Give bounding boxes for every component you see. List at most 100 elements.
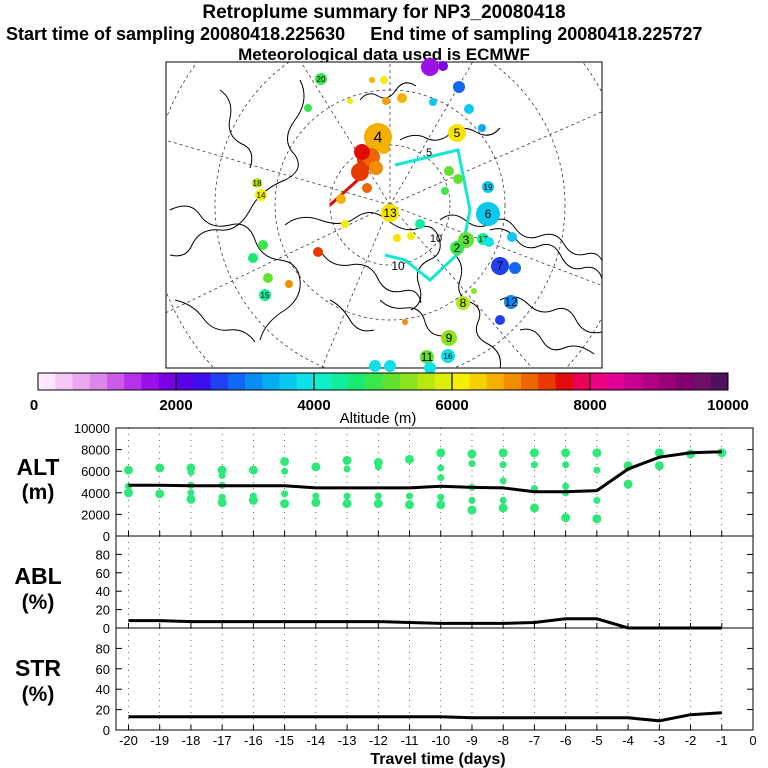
map-marker-label: 16 <box>444 352 453 361</box>
map-marker <box>429 98 437 106</box>
cluster-point <box>437 493 445 501</box>
colorbar-swatch <box>331 373 349 390</box>
map-marker <box>336 194 346 204</box>
cluster-point <box>217 465 227 475</box>
map-marker <box>476 202 500 226</box>
colorbar-swatch <box>245 373 263 390</box>
map-marker <box>252 178 262 188</box>
panel-ylabel: STR <box>15 655 61 681</box>
y-tick-label: 6000 <box>81 464 110 479</box>
cluster-point <box>218 472 226 480</box>
x-tick-label: -8 <box>497 733 509 748</box>
map-marker <box>495 315 505 325</box>
chart-title: Retroplume summary for NP3_20080418 <box>202 2 566 23</box>
map-marker <box>420 350 434 364</box>
map-marker <box>378 142 390 154</box>
map-marker-label: 11 <box>421 350 434 364</box>
colorbar-swatch <box>538 373 556 390</box>
colorbar-swatch <box>452 373 470 390</box>
map-marker <box>441 330 457 346</box>
cluster-point <box>123 488 133 498</box>
colorbar-swatch <box>624 373 643 390</box>
cluster-point <box>342 455 352 465</box>
cluster-point <box>467 505 477 515</box>
panel-ylabel: ABL <box>14 563 61 589</box>
cluster-point <box>248 495 258 505</box>
colorbar-swatch <box>607 373 625 390</box>
colorbar-swatch <box>89 373 108 390</box>
map-marker <box>456 296 470 310</box>
panel-yunit: (m) <box>22 481 55 504</box>
map-marker <box>313 247 323 257</box>
colorbar-swatch <box>158 373 177 390</box>
map-marker-label: 10 <box>391 259 405 273</box>
x-tick-label: -11 <box>401 733 419 748</box>
y-tick-label: 80 <box>96 641 110 656</box>
met-data-label: Meteorological data used is ECMWF <box>238 45 530 64</box>
map-marker <box>255 189 267 201</box>
x-tick-label: -19 <box>150 733 169 748</box>
panel-ylabel: ALT <box>16 454 59 480</box>
cluster-point <box>592 448 602 458</box>
cluster-point <box>405 454 415 464</box>
y-tick-label: 4000 <box>81 486 110 501</box>
cluster-point <box>187 468 195 476</box>
map-marker <box>421 58 439 76</box>
map-marker-label: 2 <box>454 241 461 255</box>
map-marker <box>248 253 258 263</box>
map-marker <box>304 104 312 112</box>
colorbar-swatch <box>676 373 694 390</box>
map-marker <box>441 187 449 195</box>
map-marker <box>341 220 349 228</box>
x-tick-label: -4 <box>622 733 634 748</box>
colorbar-swatch <box>176 373 194 390</box>
map-marker <box>285 280 293 288</box>
panel-yunit: (%) <box>22 591 55 614</box>
map-marker-label: 15 <box>261 291 270 300</box>
cluster-point <box>437 464 445 472</box>
y-tick-label: 80 <box>96 547 110 562</box>
cluster-point <box>499 461 507 469</box>
x-tick-label: -13 <box>338 733 357 748</box>
map-marker <box>347 98 353 104</box>
map-marker <box>444 166 454 176</box>
cluster-point <box>217 498 227 508</box>
colorbar-tick-label: 4000 <box>297 397 330 414</box>
colorbar-swatch <box>262 373 280 390</box>
x-tick-label: -3 <box>654 733 666 748</box>
x-tick-label: -6 <box>560 733 572 748</box>
colorbar-swatch <box>107 373 125 390</box>
map-marker <box>491 257 509 275</box>
map-marker <box>351 163 369 181</box>
map-marker <box>263 273 273 283</box>
map-marker-label: 13 <box>383 206 397 220</box>
colorbar-swatch <box>572 373 591 390</box>
map-marker-label: 19 <box>484 183 493 192</box>
colorbar-tick-label: 2000 <box>159 397 192 414</box>
map-marker <box>509 262 521 274</box>
cluster-point <box>343 492 351 500</box>
map-marker-label: 10 <box>430 233 442 245</box>
map-marker <box>471 288 477 294</box>
cluster-point <box>561 448 571 458</box>
map-marker <box>450 241 464 255</box>
cluster-point <box>374 492 382 500</box>
start-time-label: Start time of sampling 20080418.225630 <box>6 24 346 44</box>
colorbar-swatch <box>365 373 384 390</box>
colorbar-tick-label: 6000 <box>435 397 468 414</box>
map-marker <box>397 93 407 103</box>
map-marker <box>384 360 396 372</box>
colorbar-swatch <box>38 373 56 390</box>
map-marker-label: 6 <box>485 207 492 221</box>
map-marker <box>392 260 404 272</box>
map-marker <box>259 289 271 301</box>
cluster-point <box>280 456 290 466</box>
colorbar-tick-label: 0 <box>30 397 38 414</box>
map-marker-label: 20 <box>317 75 326 84</box>
cluster-point <box>312 492 320 500</box>
map-marker <box>464 104 474 114</box>
colorbar-swatch <box>486 373 505 390</box>
cluster-point <box>155 463 165 473</box>
map-marker <box>478 124 486 132</box>
cluster-point <box>248 465 258 475</box>
